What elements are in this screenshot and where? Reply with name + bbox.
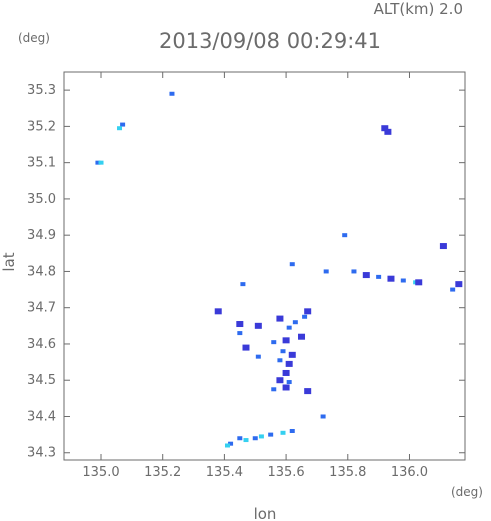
echo-point	[288, 351, 296, 358]
echo-point	[214, 308, 222, 315]
echo-point	[237, 331, 243, 336]
echo-point	[351, 269, 357, 274]
echo-point	[120, 122, 126, 127]
echo-point	[236, 321, 244, 328]
echo-point	[282, 337, 290, 344]
echo-point	[280, 430, 286, 435]
x-tick-label: 135.6	[267, 465, 304, 480]
echo-point	[381, 125, 389, 132]
echo-point	[240, 282, 246, 287]
tick-layer: 135.0 135.2 135.4 135.6 135.8 136.0 34.3 34.4 34…	[27, 72, 465, 480]
y-axis-title: lat	[0, 252, 18, 271]
y-tick-label: 34.8	[27, 264, 56, 279]
y-tick-label: 34.6	[27, 337, 56, 352]
echo-layer	[95, 91, 463, 448]
x-tick-label: 135.0	[82, 465, 119, 480]
echo-point	[292, 320, 298, 325]
echo-point	[276, 377, 284, 384]
x-tick-label: 135.2	[144, 465, 181, 480]
y-tick-label: 35.2	[27, 119, 56, 134]
echo-point	[228, 441, 234, 446]
echo-point	[387, 275, 395, 282]
y-tick-label: 34.7	[27, 301, 56, 316]
echo-point	[362, 272, 370, 279]
echo-point	[276, 315, 284, 322]
echo-point	[323, 269, 329, 274]
y-tick-label: 35.0	[27, 192, 56, 207]
echo-point	[298, 333, 306, 340]
x-tick-label: 135.8	[329, 465, 366, 480]
echo-point	[289, 428, 295, 433]
plot-frame	[63, 71, 466, 461]
echo-point	[169, 91, 175, 96]
echo-point	[258, 434, 264, 439]
echo-point	[320, 414, 326, 419]
y-unit-label: (deg)	[18, 31, 50, 45]
echo-point	[304, 388, 312, 395]
echo-point	[455, 281, 463, 288]
y-tick-label: 34.9	[27, 228, 56, 243]
echo-point	[271, 387, 277, 392]
echo-point	[285, 360, 293, 367]
y-tick-label: 35.1	[27, 156, 56, 171]
echo-point	[282, 384, 290, 391]
altitude-label: ALT(km) 2.0	[374, 0, 463, 18]
echo-point	[224, 443, 230, 448]
echo-point	[302, 314, 308, 319]
echo-point	[384, 128, 392, 135]
x-unit-label: (deg)	[451, 485, 483, 499]
echo-point	[95, 160, 101, 165]
y-tick-label: 34.5	[27, 373, 56, 388]
y-tick-label: 34.3	[27, 446, 56, 461]
echo-point	[282, 369, 290, 376]
echo-point	[286, 380, 292, 385]
echo-point	[286, 325, 292, 330]
echo-point	[450, 287, 456, 292]
echo-point	[439, 243, 447, 250]
y-tick-label: 35.3	[27, 83, 56, 98]
x-tick-label: 135.4	[206, 465, 243, 480]
echo-point	[98, 160, 104, 165]
echo-point	[252, 436, 258, 441]
echo-point	[277, 358, 283, 363]
echo-point	[268, 432, 274, 437]
echo-point	[289, 262, 295, 267]
echo-point	[400, 278, 406, 283]
y-tick-label: 34.4	[27, 409, 56, 424]
echo-point	[254, 322, 262, 329]
echo-point	[415, 279, 423, 286]
echo-point	[242, 344, 250, 351]
echo-point	[342, 233, 348, 238]
echo-point	[376, 274, 382, 279]
echo-point	[280, 349, 286, 354]
echo-point	[117, 126, 123, 131]
echo-point	[237, 436, 243, 441]
echo-point	[271, 340, 277, 345]
timestamp-title: 2013/09/08 00:29:41	[159, 29, 381, 53]
echo-point	[255, 354, 261, 359]
echo-point	[304, 308, 312, 315]
echo-point	[243, 438, 249, 443]
x-tick-label: 136.0	[391, 465, 428, 480]
x-axis-title: lon	[254, 505, 277, 521]
